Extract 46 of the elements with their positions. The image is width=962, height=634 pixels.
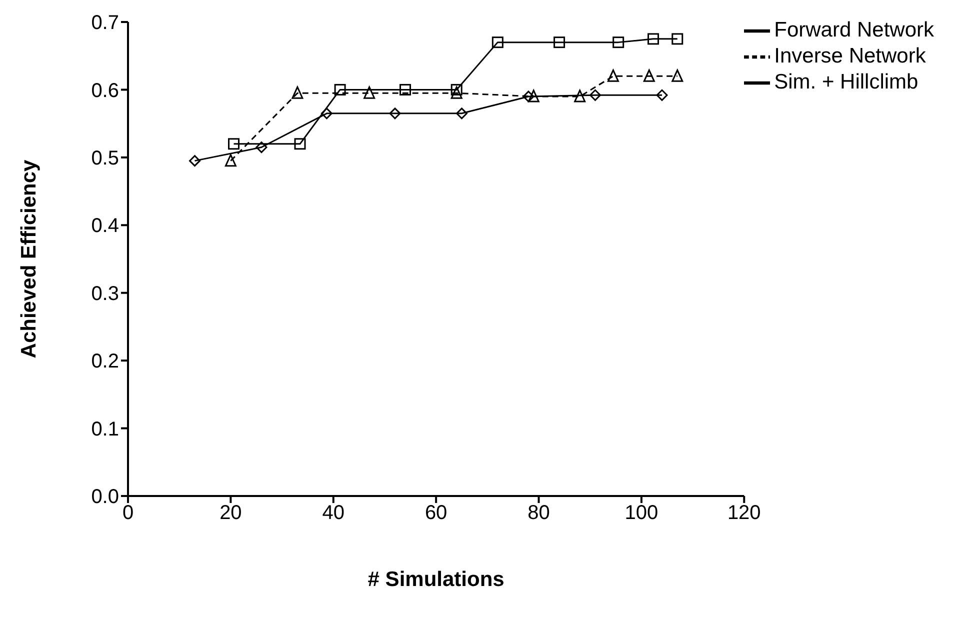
point: [450, 86, 462, 99]
point: [492, 36, 504, 48]
point: [294, 138, 306, 150]
x-tick-label: 40: [322, 502, 344, 524]
x-tick-label: 100: [624, 502, 658, 524]
y-tick-label: 0.1: [91, 418, 119, 440]
point: [224, 154, 236, 167]
y-tick-label: 0.3: [91, 282, 119, 305]
x-axis-title: # Simulations: [368, 568, 504, 591]
y-tick-label: 0.4: [91, 215, 119, 238]
point: [528, 90, 540, 102]
point: [672, 69, 684, 82]
point: [456, 108, 468, 120]
y-tick-label: 0.2: [91, 350, 119, 373]
point: [320, 108, 332, 120]
point: [554, 36, 566, 48]
y-tick-label: 0.7: [91, 12, 119, 34]
x-tick-label: 60: [424, 502, 448, 524]
legend-label: Forward Network: [774, 18, 934, 42]
point: [656, 89, 668, 101]
y-tick-label: 0.0: [91, 486, 119, 508]
point: [672, 33, 684, 45]
point: [450, 84, 462, 96]
point: [389, 108, 401, 120]
point: [589, 89, 601, 101]
point: [188, 155, 200, 167]
x-tick-label: 0: [122, 502, 134, 524]
point: [228, 138, 240, 150]
point: [612, 36, 624, 48]
legend-label: Inverse Network: [774, 44, 926, 68]
point: [292, 86, 304, 99]
y-tick-label: 0.6: [91, 80, 119, 102]
point: [364, 86, 376, 99]
x-tick-label: 120: [727, 502, 761, 524]
point: [334, 84, 346, 96]
point: [643, 69, 655, 82]
point: [647, 33, 659, 45]
y-tick-label: 0.5: [91, 148, 119, 170]
x-tick-label: 80: [528, 502, 550, 524]
point: [574, 90, 586, 102]
point: [607, 69, 619, 82]
point: [256, 142, 268, 154]
y-axis-title: Achieved Efficiency: [17, 159, 40, 358]
point: [400, 84, 412, 96]
legend-label: Sim. + Hillclimb: [774, 70, 918, 94]
x-tick-label: 20: [220, 502, 242, 524]
